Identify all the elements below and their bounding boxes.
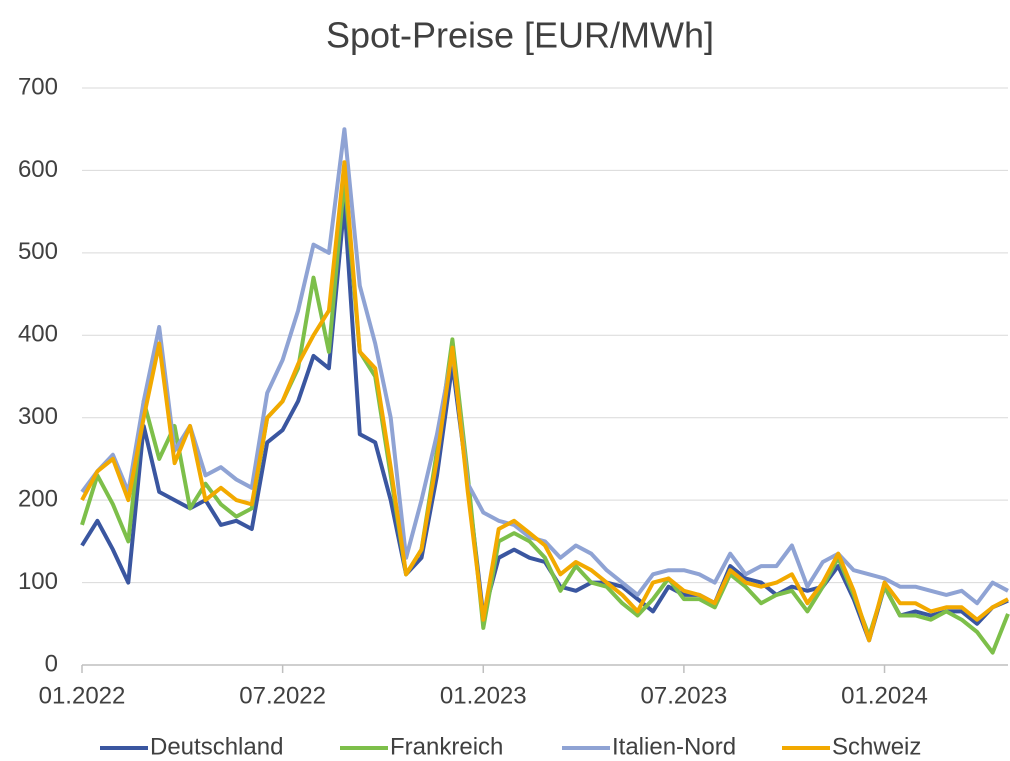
- x-tick-label: 07.2022: [239, 682, 326, 709]
- y-tick-label: 500: [18, 238, 58, 265]
- y-tick-label: 100: [18, 568, 58, 595]
- x-tick-label: 01.2024: [841, 682, 928, 709]
- legend-label: Schweiz: [832, 733, 921, 760]
- legend-label: Italien-Nord: [612, 733, 736, 760]
- y-tick-label: 700: [18, 73, 58, 100]
- series-line: [80, 160, 1009, 643]
- y-tick-label: 0: [45, 650, 58, 677]
- y-tick-label: 300: [18, 403, 58, 430]
- legend-label: Frankreich: [390, 733, 503, 760]
- y-tick-label: 400: [18, 321, 58, 348]
- y-tick-label: 600: [18, 156, 58, 183]
- series-line: [80, 176, 1010, 655]
- x-tick-label: 01.2022: [39, 682, 126, 709]
- legend-label: Deutschland: [150, 733, 283, 760]
- x-tick-label: 01.2023: [440, 682, 527, 709]
- x-tick-label: 07.2023: [641, 682, 728, 709]
- chart-title: Spot-Preise [EUR/MWh]: [326, 15, 714, 56]
- series-line: [80, 127, 1009, 606]
- y-tick-label: 200: [18, 485, 58, 512]
